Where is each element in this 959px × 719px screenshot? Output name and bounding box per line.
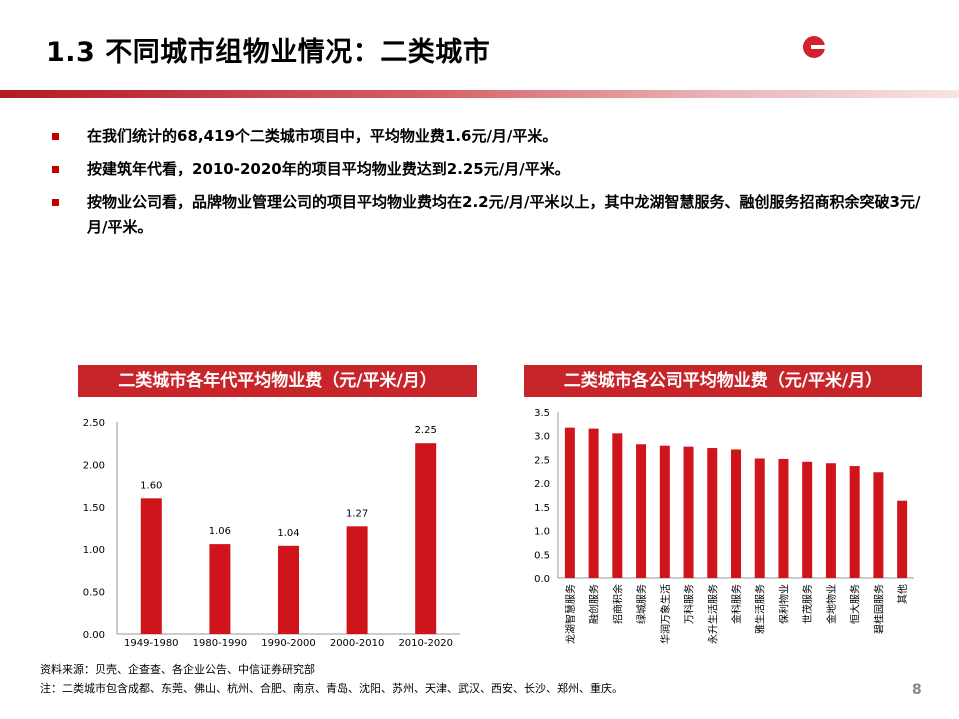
y-tick-label: 1.0 <box>534 527 550 538</box>
bullet-list: 在我们统计的68,419个二类城市项目中，平均物业费1.6元/月/平米。 按建筑… <box>46 124 926 248</box>
bar <box>778 458 789 578</box>
y-tick-label: 1.50 <box>83 503 105 514</box>
bar <box>754 458 765 578</box>
y-tick-label: 0.5 <box>534 550 550 561</box>
bullet-square-icon <box>52 199 59 206</box>
data-label: 1.06 <box>209 526 231 537</box>
city-note: 注：二类城市包含成都、东莞、佛山、杭州、合肥、南京、青岛、沈阳、苏州、天津、武汉… <box>40 682 623 695</box>
x-tick-label: 1980-1990 <box>193 638 248 649</box>
bar <box>612 433 623 578</box>
x-tick-label: 金科服务 <box>730 584 743 624</box>
x-tick-label: 其他 <box>896 584 909 604</box>
x-tick-label: 融创服务 <box>588 584 601 624</box>
y-tick-label: 0.00 <box>83 630 105 641</box>
bullet-item: 在我们统计的68,419个二类城市项目中，平均物业费1.6元/月/平米。 <box>46 124 926 149</box>
x-tick-label: 恒大服务 <box>849 584 862 624</box>
footer-notes: 资料来源：贝壳、企查查、各企业公告、中信证券研究部 注：二类城市包含成都、东莞、… <box>40 660 623 698</box>
data-label: 1.27 <box>346 508 368 519</box>
bullet-text: 按物业公司看，品牌物业管理公司的项目平均物业费均在2.2元/月/平米以上，其中龙… <box>87 193 921 236</box>
bar <box>209 544 231 634</box>
y-tick-label: 2.00 <box>83 460 105 471</box>
header-divider <box>0 90 959 98</box>
bullet-square-icon <box>52 133 59 140</box>
bar <box>346 526 368 634</box>
x-tick-label: 永升生活服务 <box>706 584 719 644</box>
y-tick-label: 2.5 <box>534 455 550 466</box>
bullet-item: 按建筑年代看，2010-2020年的项目平均物业费达到2.25元/月/平米。 <box>46 157 926 182</box>
bullet-square-icon <box>52 166 59 173</box>
x-tick-label: 龙湖智慧服务 <box>564 584 577 644</box>
bullet-text: 在我们统计的68,419个二类城市项目中，平均物业费1.6元/月/平米。 <box>87 127 558 145</box>
y-tick-label: 0.50 <box>83 588 105 599</box>
y-tick-label: 3.0 <box>534 432 550 443</box>
x-tick-label: 金地物业 <box>825 584 838 624</box>
source-note: 资料来源：贝壳、企查查、各企业公告、中信证券研究部 <box>40 663 315 676</box>
x-tick-label: 雅生活服务 <box>754 584 767 634</box>
x-tick-label: 2000-2010 <box>330 638 385 649</box>
bar <box>825 463 836 578</box>
x-tick-label: 绿城服务 <box>635 584 648 624</box>
page-title: 1.3 不同城市组物业情况：二类城市 <box>46 37 491 68</box>
bullet-item: 按物业公司看，品牌物业管理公司的项目平均物业费均在2.2元/月/平米以上，其中龙… <box>46 190 926 240</box>
bar <box>588 428 599 578</box>
x-tick-label: 招商积余 <box>611 584 624 624</box>
bar <box>683 446 694 578</box>
bar <box>140 498 162 634</box>
bar <box>659 445 670 578</box>
x-tick-label: 2010-2020 <box>398 638 453 649</box>
bar <box>636 444 647 578</box>
bar <box>873 472 884 578</box>
year-fee-bar-chart: 0.00 0.50 1.00 1.50 2.00 2.50 1.60 1949-1980 1.0… <box>83 418 460 649</box>
company-fee-bar-chart: 0.0 0.5 1.0 1.5 2.0 2.5 3.0 3.5 龙湖智慧服务 融创服务 招商积余 绿城… <box>534 408 914 644</box>
bullet-text: 按建筑年代看，2010-2020年的项目平均物业费达到2.25元/月/平米。 <box>87 160 570 178</box>
bar <box>278 545 299 634</box>
y-tick-label: 1.5 <box>534 503 550 514</box>
brand-logo-icon <box>803 36 825 58</box>
left-chart-title: 二类城市各年代平均物业费（元/平米/月） <box>78 365 477 397</box>
data-label: 2.25 <box>415 425 437 436</box>
bar <box>849 466 860 578</box>
right-chart-title: 二类城市各公司平均物业费（元/平米/月） <box>524 365 922 397</box>
page-number: 8 <box>912 682 922 698</box>
x-tick-label: 万科服务 <box>683 584 696 624</box>
x-tick-label: 保利物业 <box>777 584 790 624</box>
y-tick-label: 2.50 <box>83 418 105 429</box>
bar <box>415 443 437 634</box>
bar <box>707 448 718 578</box>
x-tick-label: 华润万象生活 <box>659 584 672 644</box>
y-tick-label: 0.0 <box>534 574 550 585</box>
bar <box>802 461 813 578</box>
y-tick-label: 1.00 <box>83 545 105 556</box>
x-tick-label: 世茂服务 <box>801 584 814 624</box>
bar <box>564 427 575 578</box>
data-label: 1.04 <box>277 528 299 539</box>
data-label: 1.60 <box>140 480 162 491</box>
x-tick-label: 1949-1980 <box>124 638 179 649</box>
y-tick-label: 3.5 <box>534 408 550 419</box>
x-tick-label: 1990-2000 <box>261 638 316 649</box>
bar <box>897 500 908 578</box>
y-tick-label: 2.0 <box>534 479 550 490</box>
x-tick-label: 碧桂园服务 <box>872 584 885 634</box>
bar <box>731 449 741 578</box>
